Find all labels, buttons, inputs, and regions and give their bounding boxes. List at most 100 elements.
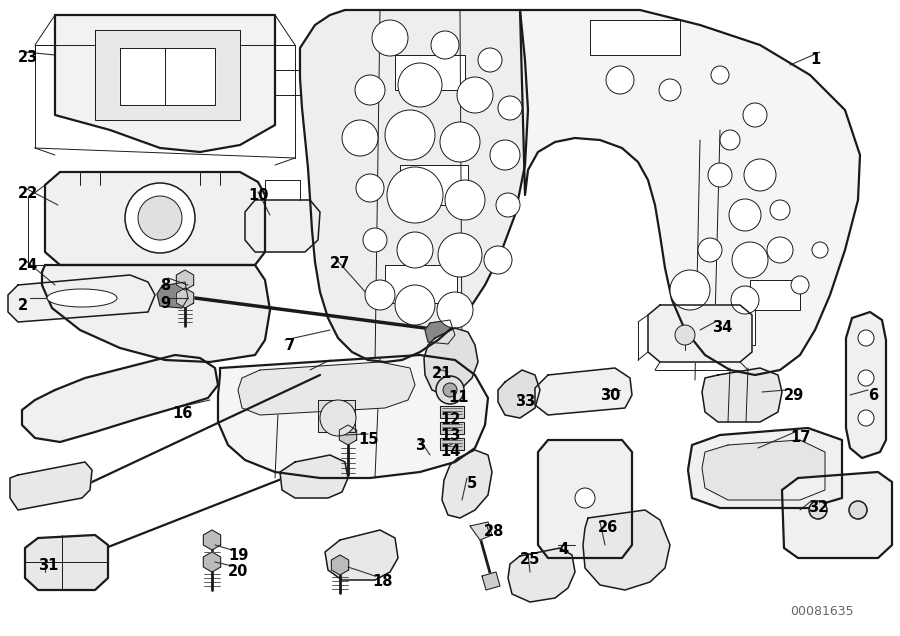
Ellipse shape (47, 289, 117, 307)
Text: 24: 24 (18, 258, 38, 273)
Text: 4: 4 (558, 542, 568, 557)
Text: 20: 20 (228, 564, 248, 579)
Circle shape (809, 501, 827, 519)
Text: 13: 13 (440, 428, 461, 443)
Polygon shape (535, 368, 632, 415)
Circle shape (445, 180, 485, 220)
Circle shape (490, 140, 520, 170)
Circle shape (858, 370, 874, 386)
Circle shape (575, 488, 595, 508)
Polygon shape (508, 548, 575, 602)
Circle shape (767, 237, 793, 263)
Polygon shape (280, 455, 348, 498)
Circle shape (731, 286, 759, 314)
Polygon shape (157, 282, 188, 308)
Text: 19: 19 (228, 548, 248, 563)
Text: 16: 16 (172, 406, 193, 421)
Polygon shape (648, 305, 752, 362)
Circle shape (496, 193, 520, 217)
Polygon shape (22, 355, 218, 442)
Text: 11: 11 (448, 390, 469, 405)
Polygon shape (590, 20, 680, 55)
Text: 3: 3 (415, 438, 425, 453)
Text: 10: 10 (248, 188, 268, 203)
Circle shape (398, 63, 442, 107)
Circle shape (858, 330, 874, 346)
Text: 17: 17 (790, 430, 810, 445)
Circle shape (711, 66, 729, 84)
Polygon shape (203, 552, 220, 572)
Text: 00081635: 00081635 (790, 605, 853, 618)
Circle shape (708, 163, 732, 187)
Text: 1: 1 (810, 52, 820, 67)
Polygon shape (470, 522, 492, 540)
Polygon shape (440, 406, 464, 418)
Polygon shape (95, 30, 240, 120)
Polygon shape (331, 555, 348, 575)
Polygon shape (688, 428, 842, 508)
Text: 28: 28 (484, 524, 504, 539)
Circle shape (498, 96, 522, 120)
Text: 26: 26 (598, 520, 618, 535)
Circle shape (484, 246, 512, 274)
Polygon shape (203, 530, 220, 550)
Text: 30: 30 (600, 388, 620, 403)
Polygon shape (55, 15, 275, 152)
Text: 8: 8 (160, 278, 170, 293)
Circle shape (365, 280, 395, 310)
Bar (395, 55, 465, 90)
Bar (385, 265, 457, 303)
Circle shape (125, 183, 195, 253)
Polygon shape (702, 440, 825, 500)
Polygon shape (424, 328, 478, 395)
Text: 22: 22 (18, 186, 38, 201)
Circle shape (744, 159, 776, 191)
Polygon shape (10, 462, 92, 510)
Bar (400, 165, 468, 205)
Text: 23: 23 (18, 50, 38, 65)
Polygon shape (238, 362, 415, 415)
Circle shape (732, 242, 768, 278)
Bar (700, 310, 755, 345)
Polygon shape (25, 535, 108, 590)
Text: 7: 7 (285, 338, 295, 353)
Circle shape (395, 285, 435, 325)
Polygon shape (702, 368, 782, 422)
Polygon shape (176, 270, 194, 290)
Circle shape (659, 79, 681, 101)
Polygon shape (45, 172, 265, 265)
Polygon shape (498, 370, 540, 418)
Text: 15: 15 (358, 432, 379, 447)
Circle shape (372, 20, 408, 56)
Circle shape (720, 130, 740, 150)
Polygon shape (8, 275, 155, 322)
Polygon shape (300, 10, 528, 362)
Text: 31: 31 (38, 558, 58, 573)
Text: 33: 33 (515, 394, 536, 409)
Polygon shape (176, 288, 194, 308)
Circle shape (440, 122, 480, 162)
Text: 14: 14 (440, 444, 461, 459)
Polygon shape (425, 320, 455, 344)
Circle shape (698, 238, 722, 262)
Circle shape (356, 174, 384, 202)
Circle shape (675, 325, 695, 345)
Circle shape (438, 233, 482, 277)
Circle shape (457, 77, 493, 113)
Text: 2: 2 (18, 298, 28, 313)
Circle shape (363, 228, 387, 252)
Polygon shape (442, 450, 492, 518)
Text: 32: 32 (808, 500, 828, 515)
Polygon shape (218, 355, 488, 478)
Text: 5: 5 (467, 476, 477, 491)
Text: 18: 18 (372, 574, 392, 589)
Polygon shape (440, 422, 464, 434)
Text: 25: 25 (520, 552, 540, 567)
Polygon shape (42, 265, 270, 362)
Text: 29: 29 (784, 388, 805, 403)
Polygon shape (538, 440, 632, 558)
Circle shape (138, 196, 182, 240)
Polygon shape (482, 572, 500, 590)
Polygon shape (520, 10, 860, 375)
Circle shape (437, 292, 473, 328)
